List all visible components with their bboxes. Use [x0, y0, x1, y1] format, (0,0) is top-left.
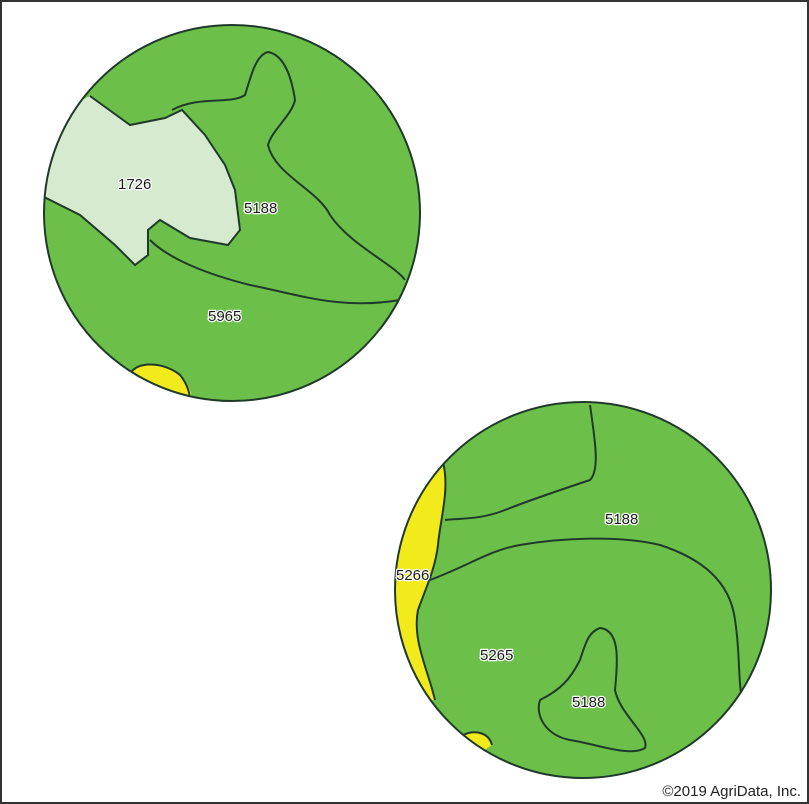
boundary-line	[171, 50, 406, 281]
boundary-line	[537, 626, 647, 753]
copyright-notice: ©2019 AgriData, Inc.	[662, 783, 801, 800]
boundary-line	[429, 537, 743, 701]
field-north-outline	[43, 24, 421, 402]
map-unit-label: 1726	[118, 176, 151, 193]
map-unit-label: 5265	[480, 647, 513, 664]
map-unit-label: 5266	[396, 567, 429, 584]
field-south-outline	[394, 401, 772, 779]
boundary-line	[44, 95, 242, 267]
boundary-line	[415, 461, 447, 701]
map-unit-label: 5188	[572, 694, 605, 711]
map-unit-label: 5188	[605, 511, 638, 528]
map-unit-label: 5965	[208, 308, 241, 325]
map-unit-label: 5188	[244, 200, 277, 217]
field-south: 5188 5266 5265 5188	[394, 401, 772, 779]
field-south-base	[395, 402, 771, 778]
boundary-line	[129, 363, 191, 401]
boundary-line	[444, 404, 597, 521]
boundary-line	[149, 239, 401, 305]
field-north: 1726 5188 5965	[43, 24, 421, 402]
